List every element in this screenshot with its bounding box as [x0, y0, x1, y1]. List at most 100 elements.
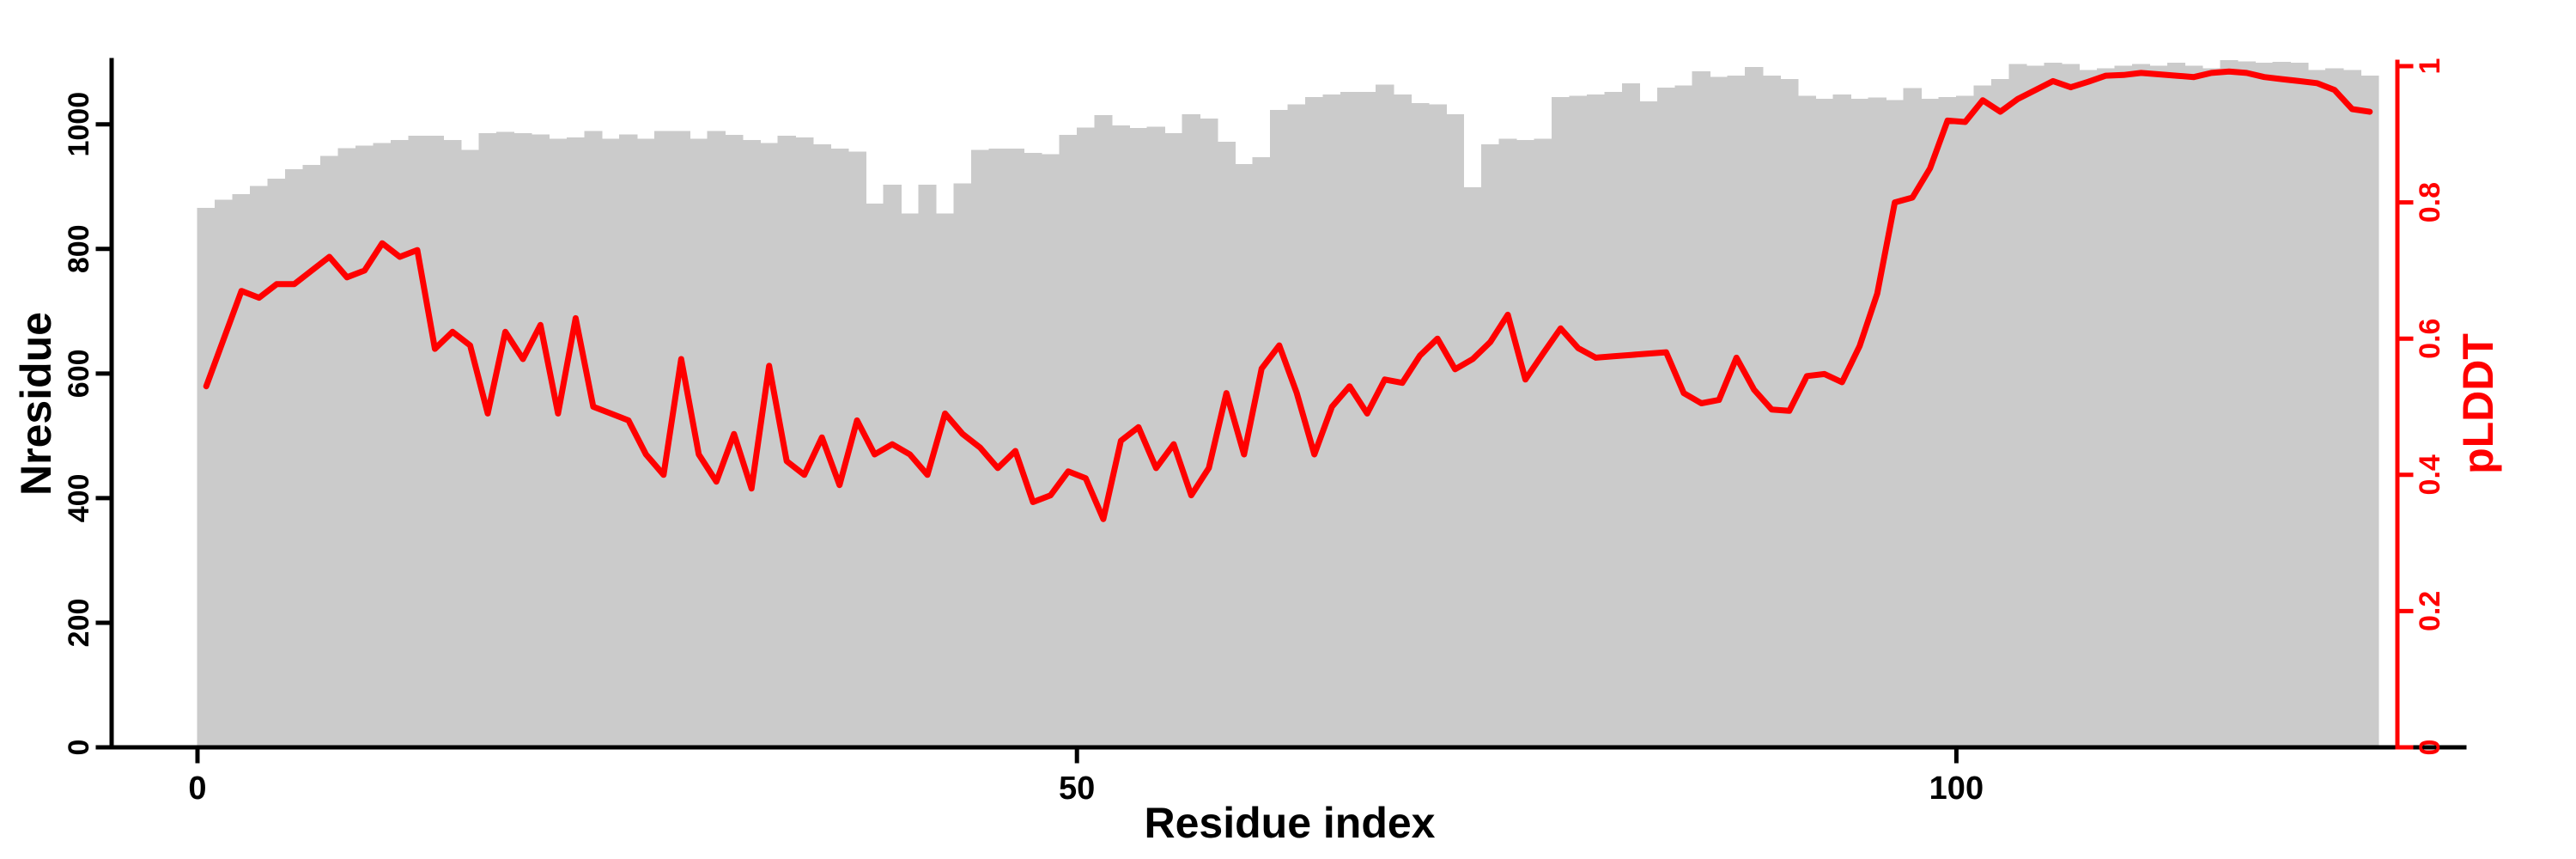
- nresidue-bar: [355, 145, 374, 747]
- nresidue-bar: [1217, 142, 1236, 747]
- nresidue-bar: [2307, 70, 2326, 748]
- nresidue-bar: [953, 183, 972, 748]
- y-left-tick-label: 600: [63, 349, 95, 398]
- nresidue-bar: [443, 139, 462, 748]
- nresidue-bar: [1516, 139, 1535, 748]
- nresidue-bar: [2079, 70, 2098, 748]
- x-tick-label: 0: [188, 771, 206, 807]
- nresidue-bar: [2008, 64, 2027, 748]
- nresidue-bar: [232, 193, 251, 747]
- nresidue-bar: [900, 213, 920, 748]
- nresidue-bar: [2325, 68, 2344, 748]
- nresidue-bar: [285, 168, 304, 747]
- nresidue-bar: [2342, 70, 2361, 748]
- nresidue-bar: [777, 135, 796, 747]
- x-tick-label: 50: [1059, 771, 1095, 807]
- nresidue-bar: [390, 139, 410, 748]
- nresidue-bar: [1252, 157, 1271, 747]
- plddt-line: [203, 68, 2373, 522]
- nresidue-bar: [373, 143, 392, 747]
- nresidue-bar: [1534, 138, 1552, 747]
- nresidue-bar: [337, 148, 356, 747]
- nresidue-bar: [1621, 82, 1641, 748]
- nresidue-bar: [1639, 101, 1658, 748]
- nresidue-bar: [1480, 143, 1500, 747]
- nresidue-bar: [1111, 125, 1131, 747]
- nresidue-bar: [1463, 186, 1482, 747]
- nresidue-bar: [795, 137, 814, 747]
- nresidue-bar: [2255, 62, 2274, 747]
- y-left-tick-label: 800: [63, 224, 95, 273]
- nresidue-bar: [1094, 114, 1113, 747]
- nresidue-bar: [1868, 97, 1886, 747]
- nresidue-bar: [1428, 104, 1447, 747]
- nresidue-bar: [2202, 68, 2221, 748]
- nresidue-bar: [2360, 76, 2379, 747]
- nresidue-bar: [1692, 71, 1711, 747]
- y-left-tick-label: 0: [63, 740, 95, 756]
- nresidue-bar: [319, 155, 339, 747]
- nresidue-bar: [1797, 95, 1816, 748]
- nresidue-bar: [1129, 128, 1148, 747]
- nresidue-bar: [1376, 84, 1394, 748]
- nresidue-bar: [1305, 96, 1324, 748]
- nresidue-bar: [1710, 76, 1728, 747]
- nresidue-bar: [1041, 154, 1060, 747]
- nresidue-bar: [1586, 94, 1606, 747]
- nresidue-bar: [2044, 62, 2063, 747]
- nresidue-bar: [1727, 76, 1746, 747]
- y-right-tick-label: 0.6: [2414, 319, 2446, 359]
- nresidue-bar: [2114, 65, 2133, 747]
- nresidue-bar: [425, 135, 445, 747]
- nresidue-bar: [1674, 85, 1693, 748]
- nresidue-bar: [1955, 95, 1975, 748]
- nresidue-bar: [1200, 119, 1218, 747]
- nresidue-bar: [1024, 153, 1042, 747]
- nresidue-bar: [654, 131, 673, 747]
- nresidue-bar: [1569, 95, 1588, 748]
- x-tick-label: 100: [1929, 771, 1984, 807]
- nresidue-bar: [2061, 64, 2081, 748]
- nresidue-bar: [566, 137, 586, 747]
- nresidue-bar: [935, 213, 955, 748]
- nresidue-bar: [1498, 138, 1517, 747]
- nresidue-bar: [1287, 104, 1306, 747]
- nresidue-bar: [1850, 98, 1869, 748]
- y-left-tick-label: 400: [63, 474, 95, 523]
- nresidue-bar: [1832, 94, 1851, 747]
- nresidue-bar: [760, 143, 779, 747]
- y-right-tick-label: 0: [2414, 740, 2446, 756]
- nresidue-bar: [2237, 61, 2257, 747]
- nresidue-bar: [601, 138, 621, 747]
- nresidue-bar: [1393, 94, 1412, 747]
- nresidue-bar: [865, 203, 884, 747]
- nresidue-bar: [2184, 65, 2203, 747]
- nresidue-bar: [584, 131, 603, 747]
- nresidue-bar: [1886, 100, 1905, 748]
- nresidue-bar: [671, 131, 690, 747]
- nresidue-bar: [1551, 96, 1571, 748]
- nresidue-bar: [1938, 96, 1957, 748]
- nresidue-bar: [2096, 68, 2116, 748]
- nresidue-bar: [1973, 85, 1992, 748]
- nresidue-bar: [2131, 64, 2151, 748]
- nresidue-bar: [478, 132, 497, 748]
- nresidue-bar: [1921, 98, 1940, 748]
- y-right-axis-title: pLDDT: [2454, 333, 2502, 474]
- nresidue-bar: [1146, 126, 1166, 748]
- nresidue-bar: [531, 134, 550, 747]
- nresidue-bar: [619, 134, 638, 747]
- nresidue-bar: [267, 178, 286, 747]
- nresidue-bar: [1656, 87, 1676, 747]
- nresidue-bar: [2166, 62, 2186, 747]
- nresidue-bar: [883, 185, 902, 747]
- y-right-tick-label: 0.4: [2414, 454, 2446, 495]
- nresidue-bar: [1358, 91, 1376, 748]
- nresidue-bar: [1815, 98, 1834, 748]
- nresidue-bar: [988, 148, 1007, 748]
- nresidue-bar: [1745, 66, 1764, 748]
- nresidue-bar: [2290, 62, 2309, 747]
